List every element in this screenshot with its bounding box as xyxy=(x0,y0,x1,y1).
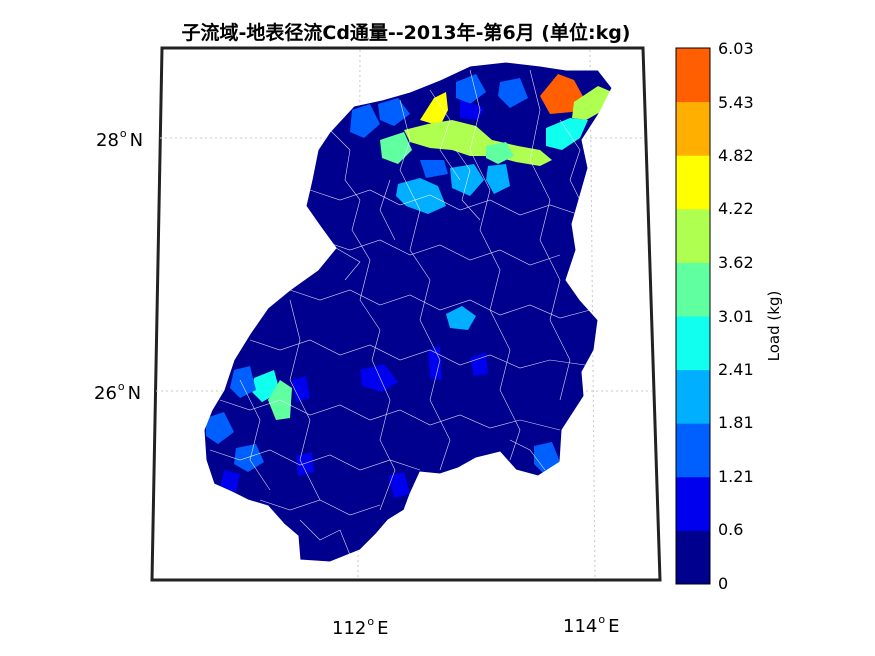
colorbar-tick: 6.03 xyxy=(718,39,754,58)
subbasin-boundaries xyxy=(209,69,591,556)
colorbar-band xyxy=(676,423,710,478)
lat-label-28: 28o N xyxy=(96,127,144,151)
subbasin-blue-n5 xyxy=(420,160,448,178)
lon-value: 114 xyxy=(563,616,598,637)
subbasin-center-blue3 xyxy=(470,352,488,376)
colorbar-band xyxy=(676,101,710,156)
subbasin-blue-nw xyxy=(350,104,380,138)
subbasin-green-2 xyxy=(486,142,514,164)
colorbar-band xyxy=(676,476,710,531)
colorbar-frame xyxy=(675,47,711,585)
colorbar-band xyxy=(676,155,710,210)
colorbar-tick: 1.81 xyxy=(718,413,754,432)
colorbar-label: Load (kg) xyxy=(765,290,783,362)
colorbar-band xyxy=(676,316,710,371)
subbasin-blue-n3 xyxy=(498,78,528,108)
subbasin-blue-n2 xyxy=(456,74,486,104)
subbasin-sw-blue xyxy=(296,452,314,476)
subbasin-s-blue xyxy=(388,472,410,498)
subbasin-lime-east xyxy=(572,86,612,120)
subbasin-blue-n4 xyxy=(460,100,484,120)
colorbar-tick: 0.6 xyxy=(718,520,744,539)
lat-label-26: 26o N xyxy=(94,380,142,404)
colorbar-tick: 0 xyxy=(718,574,729,593)
lon-dir: E xyxy=(608,616,620,637)
lon-value: 112 xyxy=(332,618,367,639)
subbasin-yellow xyxy=(420,92,448,126)
colorbar-band xyxy=(676,48,710,103)
colorbar-band xyxy=(676,208,710,263)
colorbar-band xyxy=(676,530,710,585)
subbasin-west-blue2 xyxy=(206,412,234,444)
subbasin-center-blue xyxy=(360,364,398,392)
map-title: 子流域-地表径流Cd通量--2013年-第6月 (单位:kg) xyxy=(181,22,631,44)
lon-label-114: 114o E xyxy=(563,613,620,637)
colorbar-tick: 3.62 xyxy=(718,253,754,272)
subbasin-center-blue2 xyxy=(428,346,442,380)
colorbar-band xyxy=(676,369,710,424)
colorbar-tick: 2.41 xyxy=(718,360,754,379)
lon-label-112: 112o E xyxy=(332,615,389,639)
lat-dir: N xyxy=(127,383,142,404)
subbasin-skyblue-3 xyxy=(486,164,510,194)
subbasin-skyblue-2 xyxy=(450,164,484,196)
lon-dir: E xyxy=(377,618,389,639)
subbasin-highlights xyxy=(206,74,612,498)
lat-value: 28 xyxy=(96,130,119,151)
colorbar-band xyxy=(676,262,710,317)
subbasin-cyan-ne xyxy=(546,118,588,150)
colorbar-tick: 4.22 xyxy=(718,199,754,218)
subbasin-green-1 xyxy=(380,132,412,164)
subbasin-lime-band xyxy=(404,120,552,166)
subbasin-west-blue5 xyxy=(292,376,310,402)
subbasin-west-blue1 xyxy=(230,366,256,398)
colorbar xyxy=(675,47,711,585)
colorbar-tick: 5.43 xyxy=(718,93,754,112)
lat-dir: N xyxy=(129,130,144,151)
colorbar-tick: 1.21 xyxy=(718,467,754,486)
subbasin-west-blue4 xyxy=(220,470,240,492)
lat-value: 26 xyxy=(94,383,117,404)
subbasin-blue-n1 xyxy=(378,98,410,126)
colorbar-tick: 4.82 xyxy=(718,146,754,165)
subbasin-center-skyblue xyxy=(446,306,476,330)
colorbar-tick: 3.01 xyxy=(718,307,754,326)
subbasin-west-blue3 xyxy=(234,444,264,472)
